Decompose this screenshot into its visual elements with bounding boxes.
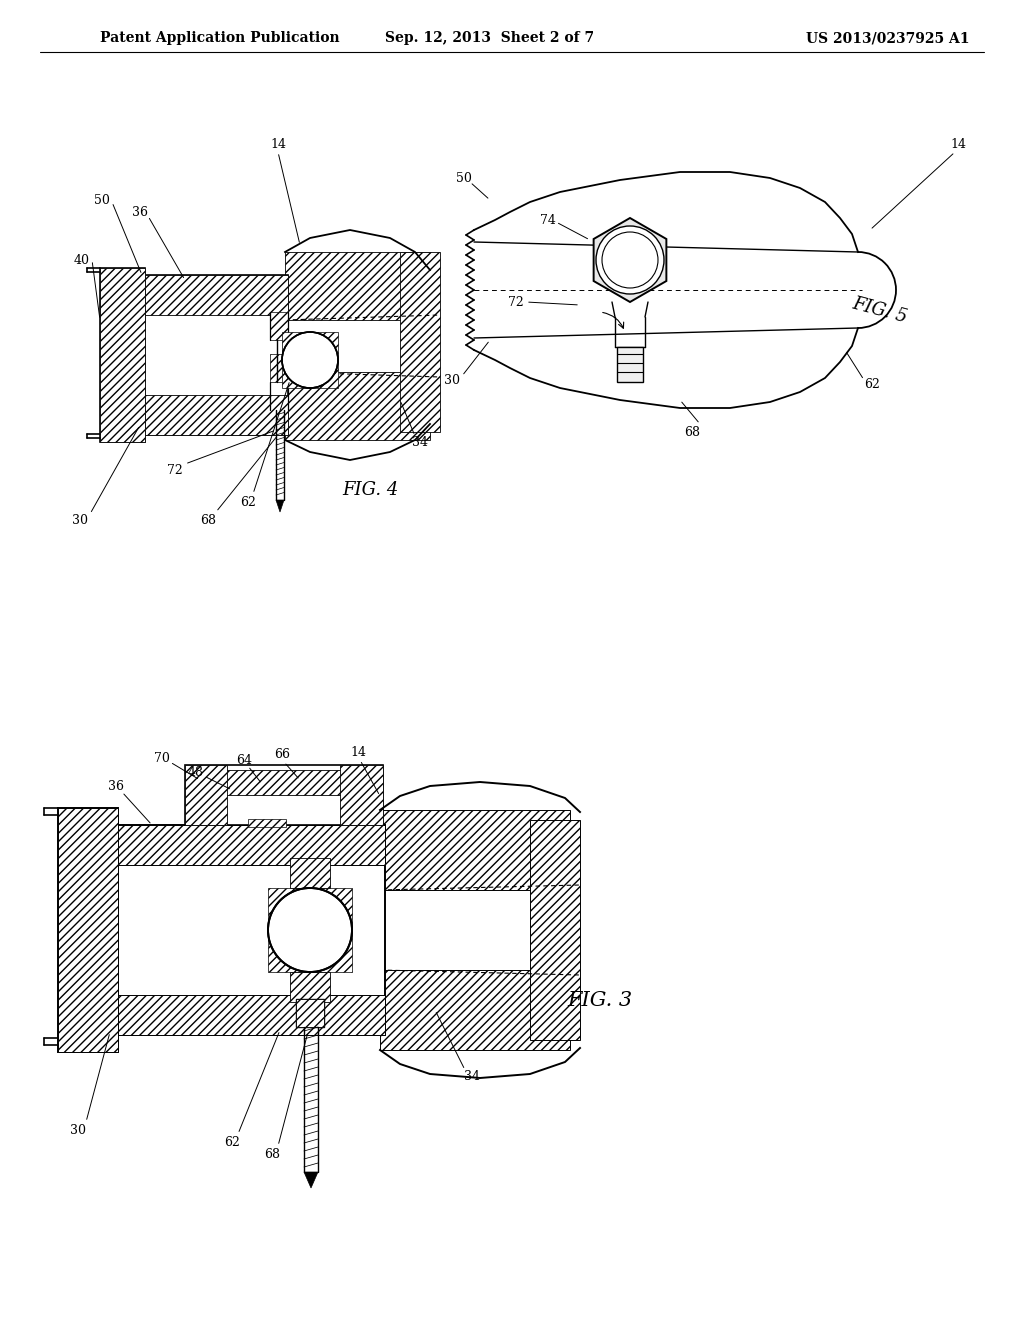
- Text: 48: 48: [188, 766, 204, 779]
- Bar: [110, 825, 385, 865]
- Bar: [110, 995, 385, 1035]
- Circle shape: [596, 226, 664, 294]
- Text: US 2013/0237925 A1: US 2013/0237925 A1: [807, 30, 970, 45]
- Bar: [270, 312, 288, 341]
- Bar: [290, 858, 330, 888]
- Text: 72: 72: [508, 296, 524, 309]
- Text: 62: 62: [240, 495, 256, 508]
- Bar: [400, 252, 440, 432]
- Text: 68: 68: [264, 1147, 280, 1160]
- Text: 64: 64: [236, 754, 252, 767]
- Polygon shape: [304, 1172, 318, 1188]
- Text: 14: 14: [950, 139, 966, 152]
- Text: 30: 30: [72, 513, 88, 527]
- Bar: [110, 825, 385, 1035]
- Text: Patent Application Publication: Patent Application Publication: [100, 30, 340, 45]
- Bar: [58, 808, 118, 1052]
- Text: 72: 72: [167, 463, 183, 477]
- Text: 36: 36: [132, 206, 148, 219]
- Bar: [340, 766, 383, 825]
- Text: 66: 66: [274, 747, 290, 760]
- Bar: [285, 372, 430, 440]
- Text: 50: 50: [94, 194, 110, 206]
- Text: 74: 74: [540, 214, 556, 227]
- Bar: [185, 770, 383, 795]
- Bar: [270, 354, 288, 381]
- Text: 14: 14: [350, 746, 366, 759]
- Circle shape: [282, 333, 338, 388]
- Bar: [617, 347, 643, 381]
- Text: 34: 34: [464, 1069, 480, 1082]
- Text: 68: 68: [684, 425, 700, 438]
- Text: 40: 40: [74, 253, 90, 267]
- Bar: [285, 252, 430, 319]
- Bar: [282, 333, 338, 388]
- Text: 34: 34: [412, 436, 428, 449]
- Bar: [380, 970, 570, 1049]
- Bar: [140, 395, 288, 436]
- Text: FIG. 3: FIG. 3: [567, 990, 633, 1010]
- Bar: [100, 268, 145, 442]
- Bar: [185, 766, 383, 825]
- Bar: [248, 818, 286, 828]
- Text: 30: 30: [444, 374, 460, 387]
- Bar: [380, 810, 570, 890]
- Text: 68: 68: [200, 513, 216, 527]
- Polygon shape: [594, 218, 667, 302]
- Bar: [140, 275, 288, 315]
- Text: FIG. 4: FIG. 4: [342, 480, 398, 499]
- Bar: [296, 999, 324, 1027]
- Text: 50: 50: [456, 172, 472, 185]
- Bar: [185, 766, 227, 825]
- Text: 30: 30: [70, 1123, 86, 1137]
- Bar: [290, 972, 330, 1002]
- Text: Sep. 12, 2013  Sheet 2 of 7: Sep. 12, 2013 Sheet 2 of 7: [385, 30, 595, 45]
- Text: 36: 36: [108, 780, 124, 792]
- Polygon shape: [276, 500, 284, 512]
- Text: 70: 70: [154, 751, 170, 764]
- Circle shape: [602, 232, 658, 288]
- Circle shape: [268, 888, 352, 972]
- Bar: [100, 268, 145, 442]
- Bar: [268, 888, 352, 972]
- Text: 14: 14: [270, 139, 286, 152]
- Bar: [58, 808, 118, 1052]
- Text: 62: 62: [224, 1135, 240, 1148]
- Text: FIG. 5: FIG. 5: [851, 294, 909, 326]
- Bar: [140, 275, 288, 436]
- Text: 62: 62: [864, 378, 880, 391]
- Bar: [296, 999, 324, 1027]
- Bar: [530, 820, 580, 1040]
